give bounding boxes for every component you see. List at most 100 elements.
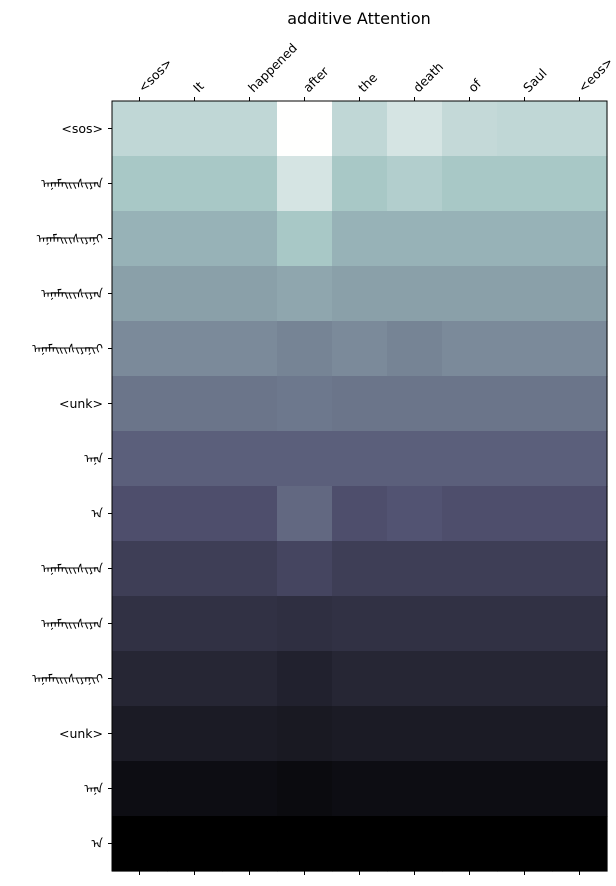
heatmap-cell bbox=[442, 541, 498, 597]
heatmap-cell bbox=[442, 596, 498, 652]
heatmap-cell bbox=[387, 761, 443, 817]
x-tick-label: Saul bbox=[520, 65, 550, 95]
y-tick-label: ᠠᠨᠠᠮᠠᠢᠢᠰᠢᠶᠠᠨ bbox=[41, 616, 104, 631]
heatmap-cell bbox=[497, 321, 553, 377]
y-tick-label: <unk> bbox=[59, 396, 103, 411]
heatmap-cell bbox=[112, 101, 168, 157]
y-tick-label: ᠠᠨᠠᠮᠠᠢᠢᠰᠢᠶᠠᠨᠢᠢ bbox=[32, 671, 103, 686]
heatmap-cell bbox=[277, 541, 333, 597]
heatmap-cell bbox=[222, 431, 278, 487]
heatmap-cell bbox=[222, 266, 278, 322]
chart-title: additive Attention bbox=[287, 9, 431, 28]
heatmap-cell bbox=[222, 761, 278, 817]
y-tick-label: ᠠᠨᠠᠮᠠᠢᠢᠰᠢᠶᠠᠨ bbox=[41, 286, 104, 301]
heatmap-cell bbox=[167, 156, 223, 212]
heatmap-cell bbox=[497, 761, 553, 817]
heatmap-cell bbox=[222, 486, 278, 542]
heatmap-cell bbox=[112, 816, 168, 872]
heatmap-cell bbox=[332, 761, 388, 817]
heatmap-cell bbox=[497, 211, 553, 267]
heatmap-cell bbox=[332, 156, 388, 212]
heatmap-cell bbox=[332, 211, 388, 267]
heatmap-cell bbox=[387, 211, 443, 267]
heatmap-cell bbox=[277, 266, 333, 322]
heatmap-cell bbox=[387, 816, 443, 872]
heatmap-cell bbox=[387, 376, 443, 432]
heatmap-cell bbox=[112, 651, 168, 707]
x-tick-label: of bbox=[465, 76, 485, 96]
heatmap-cell bbox=[167, 431, 223, 487]
heatmap-cell bbox=[497, 596, 553, 652]
heatmap-cell bbox=[497, 266, 553, 322]
heatmap-cell bbox=[387, 706, 443, 762]
heatmap-cell bbox=[277, 486, 333, 542]
heatmap-cell bbox=[112, 486, 168, 542]
heatmap-cell bbox=[277, 651, 333, 707]
heatmap-cell bbox=[552, 376, 608, 432]
heatmap-cell bbox=[387, 266, 443, 322]
x-tick-label: <sos> bbox=[135, 55, 175, 95]
heatmap-cell bbox=[277, 431, 333, 487]
y-tick-label: ᠠ bbox=[91, 836, 103, 851]
heatmap-cell bbox=[277, 761, 333, 817]
x-tick-label: death bbox=[410, 59, 446, 95]
heatmap-cell bbox=[222, 596, 278, 652]
heatmap-cell bbox=[552, 211, 608, 267]
heatmap-cell bbox=[332, 266, 388, 322]
heatmap-cell bbox=[277, 101, 333, 157]
x-tick-label: the bbox=[355, 70, 380, 95]
heatmap-cell bbox=[167, 541, 223, 597]
heatmap-cell bbox=[277, 706, 333, 762]
heatmap-cell bbox=[112, 706, 168, 762]
heatmap-cell bbox=[552, 651, 608, 707]
heatmap-cell bbox=[332, 376, 388, 432]
heatmap-cell bbox=[277, 156, 333, 212]
heatmap-cell bbox=[387, 486, 443, 542]
heatmap-cell bbox=[112, 266, 168, 322]
heatmap-cell bbox=[332, 101, 388, 157]
heatmap-cell bbox=[552, 816, 608, 872]
heatmap-cell bbox=[222, 541, 278, 597]
heatmap-cell bbox=[552, 761, 608, 817]
heatmap-cell bbox=[497, 376, 553, 432]
heatmap-cell bbox=[112, 376, 168, 432]
heatmap-cell bbox=[552, 431, 608, 487]
heatmap-cell bbox=[112, 431, 168, 487]
heatmap-cell bbox=[277, 321, 333, 377]
y-tick-label: ᠠ bbox=[91, 506, 103, 521]
x-tick-label: It bbox=[190, 78, 207, 95]
heatmap-cell bbox=[442, 651, 498, 707]
x-tick-label: happened bbox=[245, 40, 300, 95]
heatmap-cell bbox=[167, 761, 223, 817]
y-tick-label: ᠠᠨᠠ bbox=[84, 781, 103, 796]
heatmap-cell bbox=[442, 431, 498, 487]
y-tick-label: ᠠᠨᠠ bbox=[84, 451, 103, 466]
heatmap-cell bbox=[112, 596, 168, 652]
heatmap-cell bbox=[442, 211, 498, 267]
heatmap-cell bbox=[387, 651, 443, 707]
y-tick-label: ᠠᠨᠠᠮᠠᠢᠢᠰᠢᠶᠠᠨᠢ bbox=[37, 231, 103, 246]
heatmap-cell bbox=[442, 486, 498, 542]
heatmap-cell bbox=[332, 431, 388, 487]
heatmap-cell bbox=[552, 156, 608, 212]
heatmap-cell bbox=[112, 761, 168, 817]
heatmap-cell bbox=[277, 596, 333, 652]
heatmap-cell bbox=[112, 541, 168, 597]
heatmap-cell bbox=[332, 541, 388, 597]
heatmap-cell bbox=[497, 706, 553, 762]
heatmap-cell bbox=[442, 101, 498, 157]
heatmap-cell bbox=[387, 431, 443, 487]
heatmap-cell bbox=[387, 156, 443, 212]
y-tick-label: ᠠᠨᠠᠮᠠᠢᠢᠰᠢᠶᠠᠨᠢᠢ bbox=[32, 341, 103, 356]
heatmap-cell bbox=[332, 816, 388, 872]
heatmap-cell bbox=[167, 101, 223, 157]
heatmap-cell bbox=[442, 266, 498, 322]
y-axis-ticks: <sos> ᠠᠨᠠᠮᠠᠢᠢᠰᠢᠶᠠᠨ ᠠᠨᠠᠮᠠᠢᠢᠰᠢᠶᠠᠨᠢ ᠠᠨᠠᠮᠠᠢᠢᠰᠢᠶ… bbox=[32, 121, 112, 851]
heatmap-cell bbox=[442, 156, 498, 212]
heatmap-cell bbox=[167, 816, 223, 872]
heatmap-cell bbox=[167, 211, 223, 267]
heatmap-cell bbox=[332, 486, 388, 542]
heatmap-cell bbox=[387, 596, 443, 652]
heatmap-cell bbox=[167, 706, 223, 762]
heatmap-cell bbox=[222, 321, 278, 377]
